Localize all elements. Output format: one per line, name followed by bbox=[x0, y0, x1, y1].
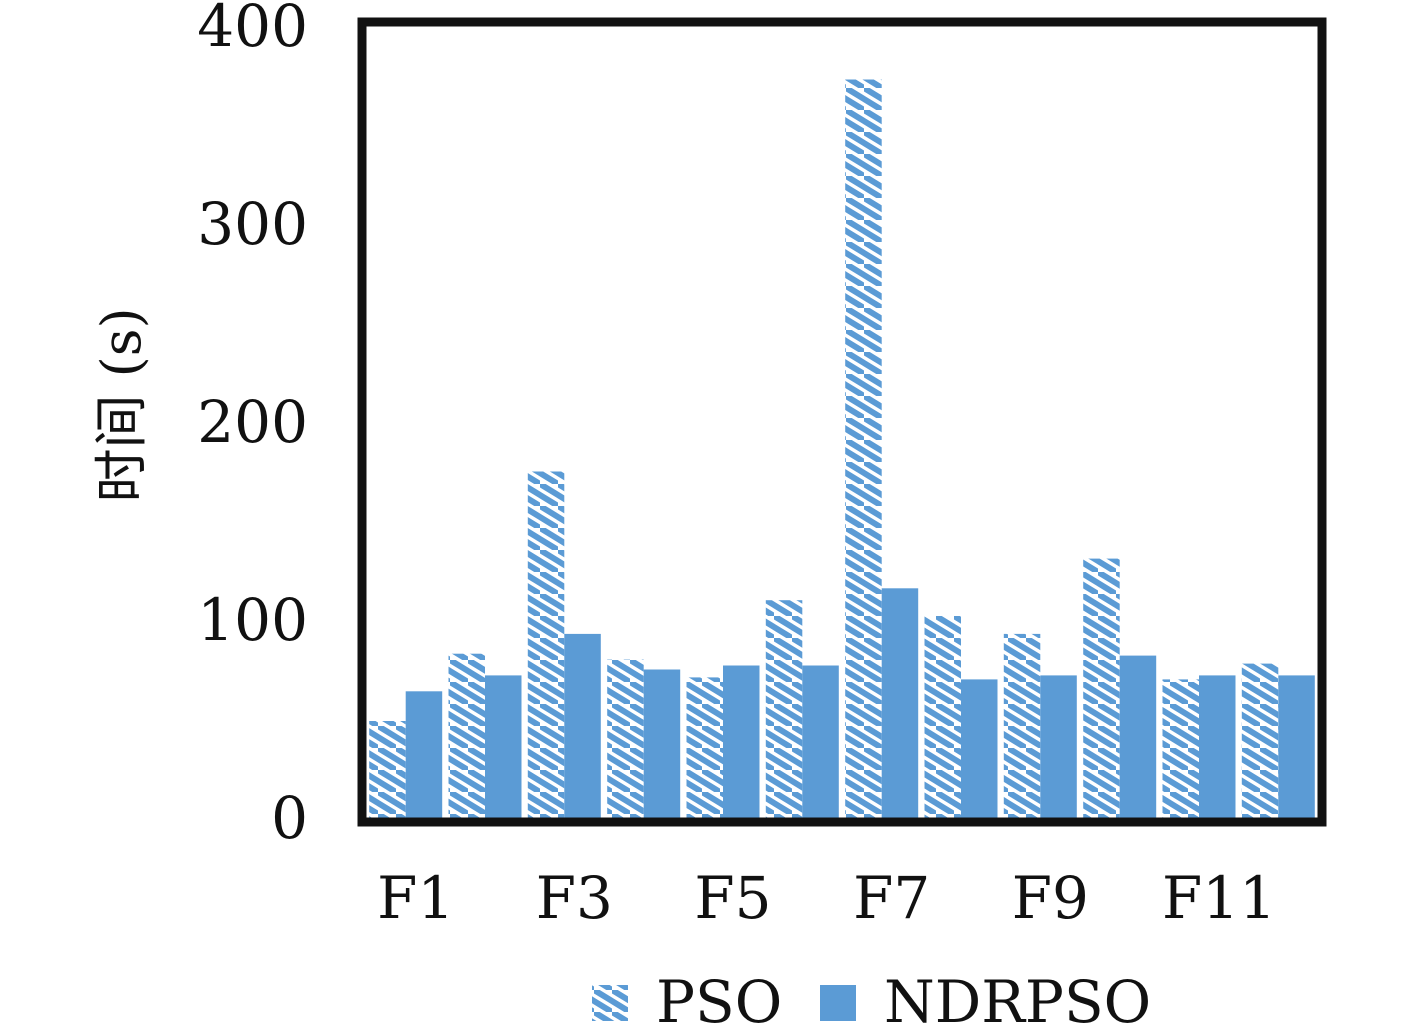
y-tick-label: 400 bbox=[197, 0, 308, 60]
legend: PSO NDRPSO bbox=[592, 968, 1151, 1032]
bar-ndrpso-f6 bbox=[802, 665, 839, 818]
bar-ndrpso-f3 bbox=[564, 633, 601, 818]
bar-ndrpso-f4 bbox=[643, 669, 681, 818]
bar-pso-f11 bbox=[1162, 679, 1199, 818]
x-tick-labels: F1 F3 F5 F7 F9 F11 bbox=[377, 864, 1276, 932]
bar-pso-f3 bbox=[527, 471, 565, 818]
bar-ndrpso-f2 bbox=[485, 675, 522, 818]
bar-pso-f1 bbox=[369, 721, 406, 818]
y-tick-labels: 0 100 200 300 400 bbox=[197, 0, 308, 852]
bar-ndrpso-f8 bbox=[961, 679, 998, 818]
bar-pso-f5 bbox=[686, 677, 723, 818]
x-tick-label: F11 bbox=[1162, 864, 1276, 932]
legend-swatch-ndrpso bbox=[820, 985, 856, 1021]
bar-pso-f12 bbox=[1241, 663, 1279, 818]
bar-ndrpso-f9 bbox=[1040, 675, 1077, 818]
x-tick-label: F1 bbox=[377, 864, 454, 932]
bar-ndrpso-f10 bbox=[1119, 655, 1157, 818]
legend-swatch-pso bbox=[592, 985, 628, 1021]
legend-label-pso: PSO bbox=[656, 968, 782, 1032]
bar-ndrpso-f5 bbox=[723, 665, 760, 818]
bar-pso-f7 bbox=[845, 79, 882, 818]
bar-pso-f10 bbox=[1083, 558, 1120, 818]
bar-pso-f8 bbox=[924, 616, 961, 818]
y-tick-label: 100 bbox=[197, 586, 308, 654]
x-tick-label: F9 bbox=[1012, 864, 1089, 932]
y-tick-label: 0 bbox=[271, 784, 308, 852]
y-tick-label: 200 bbox=[197, 388, 308, 456]
bar-pso-f2 bbox=[448, 653, 485, 818]
legend-label-ndrpso: NDRPSO bbox=[884, 968, 1151, 1032]
x-tick-label: F7 bbox=[853, 864, 930, 932]
y-axis-title: 时间 (s) bbox=[90, 307, 153, 502]
bar-ndrpso-f12 bbox=[1278, 675, 1315, 818]
bar-ndrpso-f11 bbox=[1199, 675, 1236, 818]
plot-frame bbox=[357, 17, 1327, 827]
bar-pso-f9 bbox=[1003, 633, 1041, 818]
bar-ndrpso-f7 bbox=[881, 588, 919, 818]
bar-ndrpso-f1 bbox=[405, 691, 443, 818]
y-tick-label: 300 bbox=[197, 190, 308, 258]
bar-pso-f6 bbox=[765, 600, 803, 818]
x-tick-label: F3 bbox=[536, 864, 613, 932]
bars-layer bbox=[369, 79, 1315, 818]
bar-pso-f4 bbox=[607, 659, 644, 818]
x-tick-label: F5 bbox=[694, 864, 771, 932]
